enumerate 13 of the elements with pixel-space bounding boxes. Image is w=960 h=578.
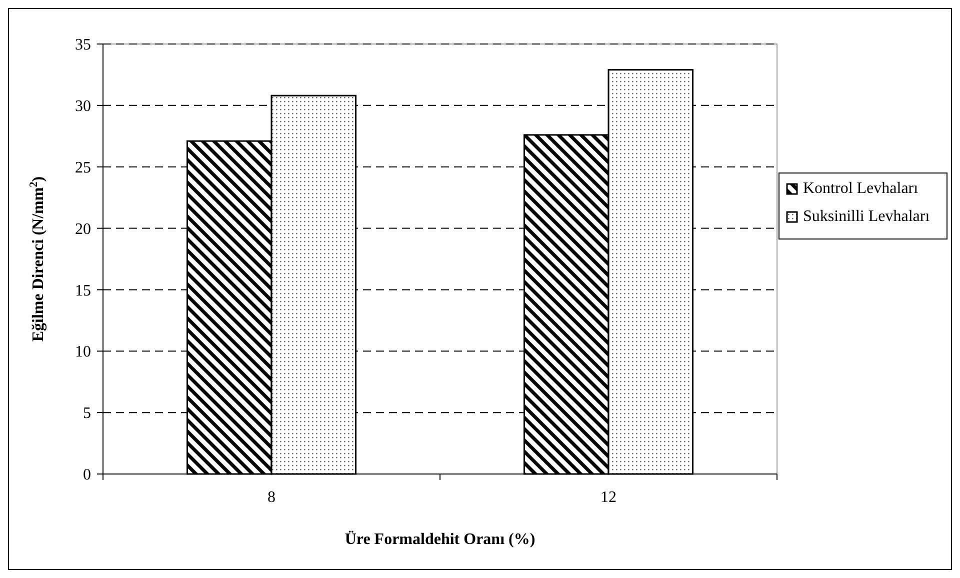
x-tick-label: 8	[268, 489, 276, 506]
y-tick-label: 10	[75, 344, 91, 361]
y-tick-label: 20	[75, 220, 91, 238]
y-tick-label: 25	[75, 159, 91, 176]
y-tick-label: 15	[75, 282, 91, 300]
x-tick-label: 12	[600, 489, 616, 506]
y-tick-label: 5	[83, 405, 91, 422]
legend-label: Kontrol Levhaları	[803, 180, 919, 197]
x-axis-title: Üre Formaldehit Oranı (%)	[344, 530, 536, 548]
y-tick-label: 35	[75, 36, 91, 54]
y-tick-label: 30	[75, 98, 91, 116]
legend-label: Suksinilli Levhaları	[803, 208, 930, 225]
y-tick-label: 0	[83, 466, 91, 484]
